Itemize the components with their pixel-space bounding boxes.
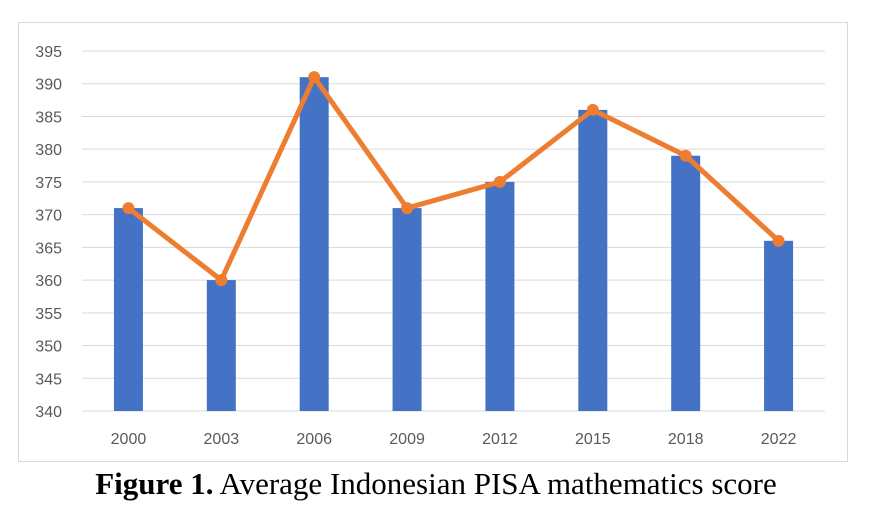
line-series bbox=[122, 71, 785, 287]
chart-svg: 340 345 350 355 360 365 370 375 380 385 390 395 200… bbox=[35, 44, 825, 448]
y-tick-label: 375 bbox=[35, 175, 62, 192]
line-point bbox=[679, 149, 692, 162]
line-point bbox=[215, 274, 228, 287]
x-tick-label: 2000 bbox=[111, 431, 147, 448]
x-tick-label: 2009 bbox=[389, 431, 425, 448]
line-point bbox=[493, 175, 506, 188]
bar bbox=[578, 109, 608, 411]
bar bbox=[113, 208, 143, 411]
y-tick-label: 370 bbox=[35, 208, 62, 225]
x-tick-label: 2022 bbox=[761, 431, 797, 448]
x-tick-label: 2003 bbox=[204, 431, 240, 448]
chart-frame: 340 345 350 355 360 365 370 375 380 385 390 395 200… bbox=[18, 22, 848, 462]
y-tick-label: 395 bbox=[35, 44, 62, 61]
bar bbox=[485, 181, 515, 411]
y-tick-label: 390 bbox=[35, 77, 62, 94]
x-tick-label: 2018 bbox=[668, 431, 704, 448]
bar bbox=[764, 240, 794, 411]
x-tick-label: 2015 bbox=[575, 431, 611, 448]
line-point bbox=[772, 234, 785, 247]
y-tick-label: 380 bbox=[35, 142, 62, 159]
y-tick-label: 340 bbox=[35, 404, 62, 421]
y-tick-label: 360 bbox=[35, 273, 62, 290]
series-line bbox=[125, 74, 782, 283]
bar-series bbox=[113, 77, 794, 411]
gridlines bbox=[82, 50, 825, 412]
line-point bbox=[401, 202, 414, 215]
line-point bbox=[586, 103, 599, 116]
y-tick-label: 355 bbox=[35, 306, 62, 323]
line-point bbox=[308, 71, 321, 84]
line-point bbox=[122, 202, 135, 215]
x-tick-label: 2012 bbox=[482, 431, 518, 448]
x-tick-label: 2006 bbox=[296, 431, 332, 448]
y-tick-label: 385 bbox=[35, 109, 62, 126]
x-axis-ticks: 2000 2003 2006 2009 2012 2015 2018 2022 bbox=[111, 431, 797, 448]
bar bbox=[392, 208, 422, 411]
figure-caption: Figure 1. Average Indonesian PISA mathem… bbox=[0, 466, 872, 502]
bar bbox=[299, 77, 329, 411]
bar bbox=[671, 155, 701, 411]
figure-caption-text: Average Indonesian PISA mathematics scor… bbox=[213, 466, 777, 501]
y-axis-ticks: 340 345 350 355 360 365 370 375 380 385 390 395 bbox=[35, 44, 62, 421]
bar bbox=[206, 280, 236, 411]
y-tick-label: 345 bbox=[35, 371, 62, 388]
figure-caption-label: Figure 1. bbox=[95, 466, 214, 501]
y-tick-label: 365 bbox=[35, 240, 62, 257]
y-tick-label: 350 bbox=[35, 339, 62, 356]
